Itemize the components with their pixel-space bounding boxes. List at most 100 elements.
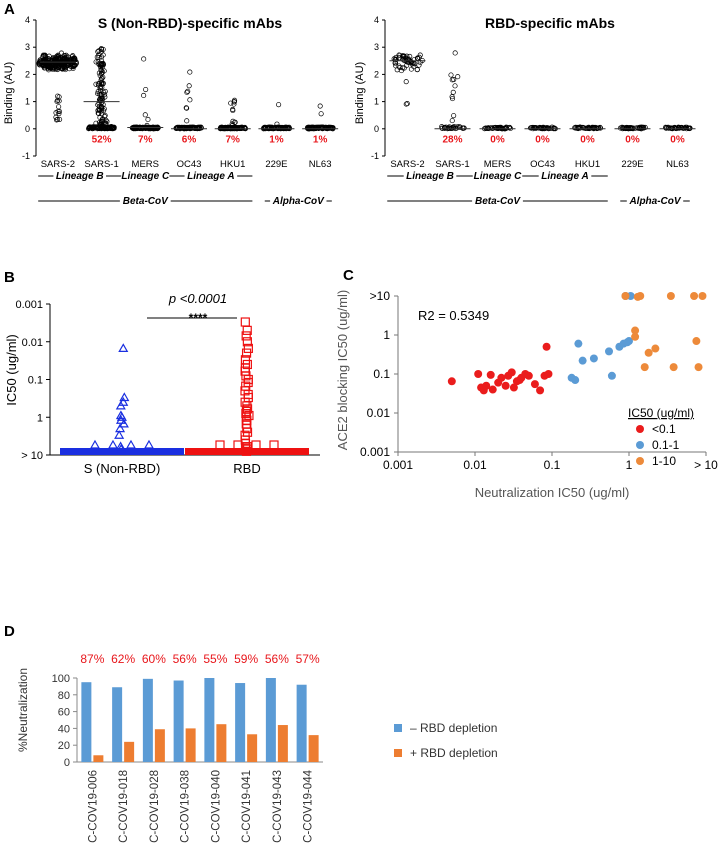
a-data-point — [57, 116, 63, 122]
d-bar — [173, 680, 184, 762]
a-data-point — [99, 99, 105, 105]
a-data-point — [95, 90, 101, 97]
a-data-point — [99, 70, 105, 76]
a-data-point — [185, 88, 191, 94]
b-data-point — [114, 430, 125, 439]
b-data-point — [118, 343, 129, 352]
d-ytick-label: 100 — [52, 673, 70, 685]
c-data-point — [651, 344, 660, 353]
panel-c-ylabel: ACE2 blocking IC50 (ug/ml) — [335, 290, 350, 450]
a-ytick-label: -1 — [371, 151, 379, 161]
b-data-point — [115, 415, 127, 424]
a-data-point — [488, 124, 495, 131]
d-category-label: C-COV19-006 — [87, 770, 99, 843]
a-data-point — [187, 69, 193, 75]
d-bar — [154, 729, 165, 762]
a-data-point — [584, 125, 590, 131]
a-data-point — [460, 125, 466, 131]
c-data-point — [578, 356, 587, 365]
c-data-point — [482, 381, 491, 390]
a-data-point — [311, 124, 317, 131]
c-legend-marker — [636, 441, 644, 449]
panel-d-bar-chart: %Neutralization 0 20 40 60 80 100 87% C-COV19-0… — [16, 652, 498, 843]
b-data-point — [251, 440, 261, 450]
a-data-point — [63, 52, 69, 58]
a-data-point — [100, 61, 106, 67]
a-data-point — [53, 60, 59, 66]
b-floor-band — [185, 448, 309, 455]
a-percent-label: 1% — [313, 134, 328, 145]
a-group-label: Beta-CoV — [123, 196, 169, 207]
a-percent-label: 7% — [138, 134, 153, 145]
d-ytick-label: 0 — [64, 757, 70, 769]
c-legend-marker — [636, 457, 644, 465]
a-category-label: MERS — [484, 159, 511, 170]
d-legend-label: – RBD depletion — [410, 721, 497, 735]
panel-letter-d: D — [4, 623, 15, 640]
c-legend-label: 0.1-1 — [652, 438, 680, 452]
c-data-point — [631, 332, 640, 341]
a-lineage-label: Lineage B — [406, 171, 454, 182]
a-data-point — [507, 124, 513, 130]
c-data-point — [574, 339, 583, 348]
a-ytick-label: 1 — [25, 97, 30, 107]
c-data-point — [640, 363, 649, 372]
c-legend-label: <0.1 — [652, 422, 676, 436]
b-data-point — [115, 441, 126, 451]
c-ytick-label: 0.01 — [367, 406, 391, 420]
a-category-label: NL63 — [309, 159, 332, 170]
b-data-point — [242, 337, 252, 347]
d-ytick-label: 60 — [58, 707, 70, 719]
a-percent-label: 0% — [625, 134, 640, 145]
a-category-label: SARS-2 — [41, 159, 75, 170]
a-data-point — [542, 125, 548, 131]
a-data-point — [184, 89, 190, 95]
b-data-point — [116, 443, 127, 453]
c-ytick-label: 1 — [383, 328, 390, 342]
d-category-label: C-COV19-040 — [210, 770, 222, 843]
a-data-point — [151, 125, 157, 131]
a-data-point — [95, 110, 101, 116]
b-data-point — [115, 423, 126, 433]
c-data-point — [698, 292, 707, 300]
c-xtick-label: 0.01 — [463, 458, 487, 472]
a-data-point — [99, 124, 105, 130]
a-data-point — [56, 108, 63, 115]
a-data-point — [61, 53, 67, 59]
b-data-point — [115, 400, 126, 410]
a-data-point — [275, 124, 281, 131]
a-data-point — [91, 125, 97, 131]
b-data-point — [107, 439, 119, 449]
a-data-point — [403, 57, 409, 63]
c-data-point — [542, 342, 551, 351]
b-ytick-label: 0.001 — [15, 299, 43, 311]
a-data-point — [452, 83, 458, 89]
c-data-point — [636, 292, 645, 300]
a-lineage-label: Lineage C — [121, 171, 170, 182]
c-data-point — [607, 371, 616, 380]
a-data-point — [186, 83, 192, 89]
a-ytick-label: -1 — [22, 151, 30, 161]
d-bar — [185, 728, 196, 762]
c-xtick-label: 1 — [626, 458, 633, 472]
a-data-point — [666, 125, 672, 131]
a-data-point — [102, 91, 108, 98]
c-data-point — [605, 347, 614, 356]
d-bar — [204, 678, 215, 762]
panel-letter-b: B — [4, 269, 15, 286]
c-data-point — [669, 363, 678, 372]
d-percent-label: 56% — [173, 652, 197, 666]
a-ytick-label: 0 — [374, 124, 379, 134]
a-data-point — [455, 74, 461, 80]
d-bar — [112, 687, 123, 762]
c-data-point — [589, 354, 598, 363]
c-data-point — [623, 338, 632, 347]
b-data-point — [241, 446, 252, 456]
a-data-point — [230, 106, 236, 112]
panel-c-scatter-chart: ACE2 blocking IC50 (ug/ml) Neutralizatio… — [335, 289, 718, 500]
b-ytick-label: 1 — [37, 412, 43, 424]
b-ytick-label: 0.01 — [22, 337, 43, 349]
d-bar — [308, 735, 319, 762]
b-data-point — [240, 317, 250, 327]
a-ytick-label: 3 — [374, 42, 379, 52]
